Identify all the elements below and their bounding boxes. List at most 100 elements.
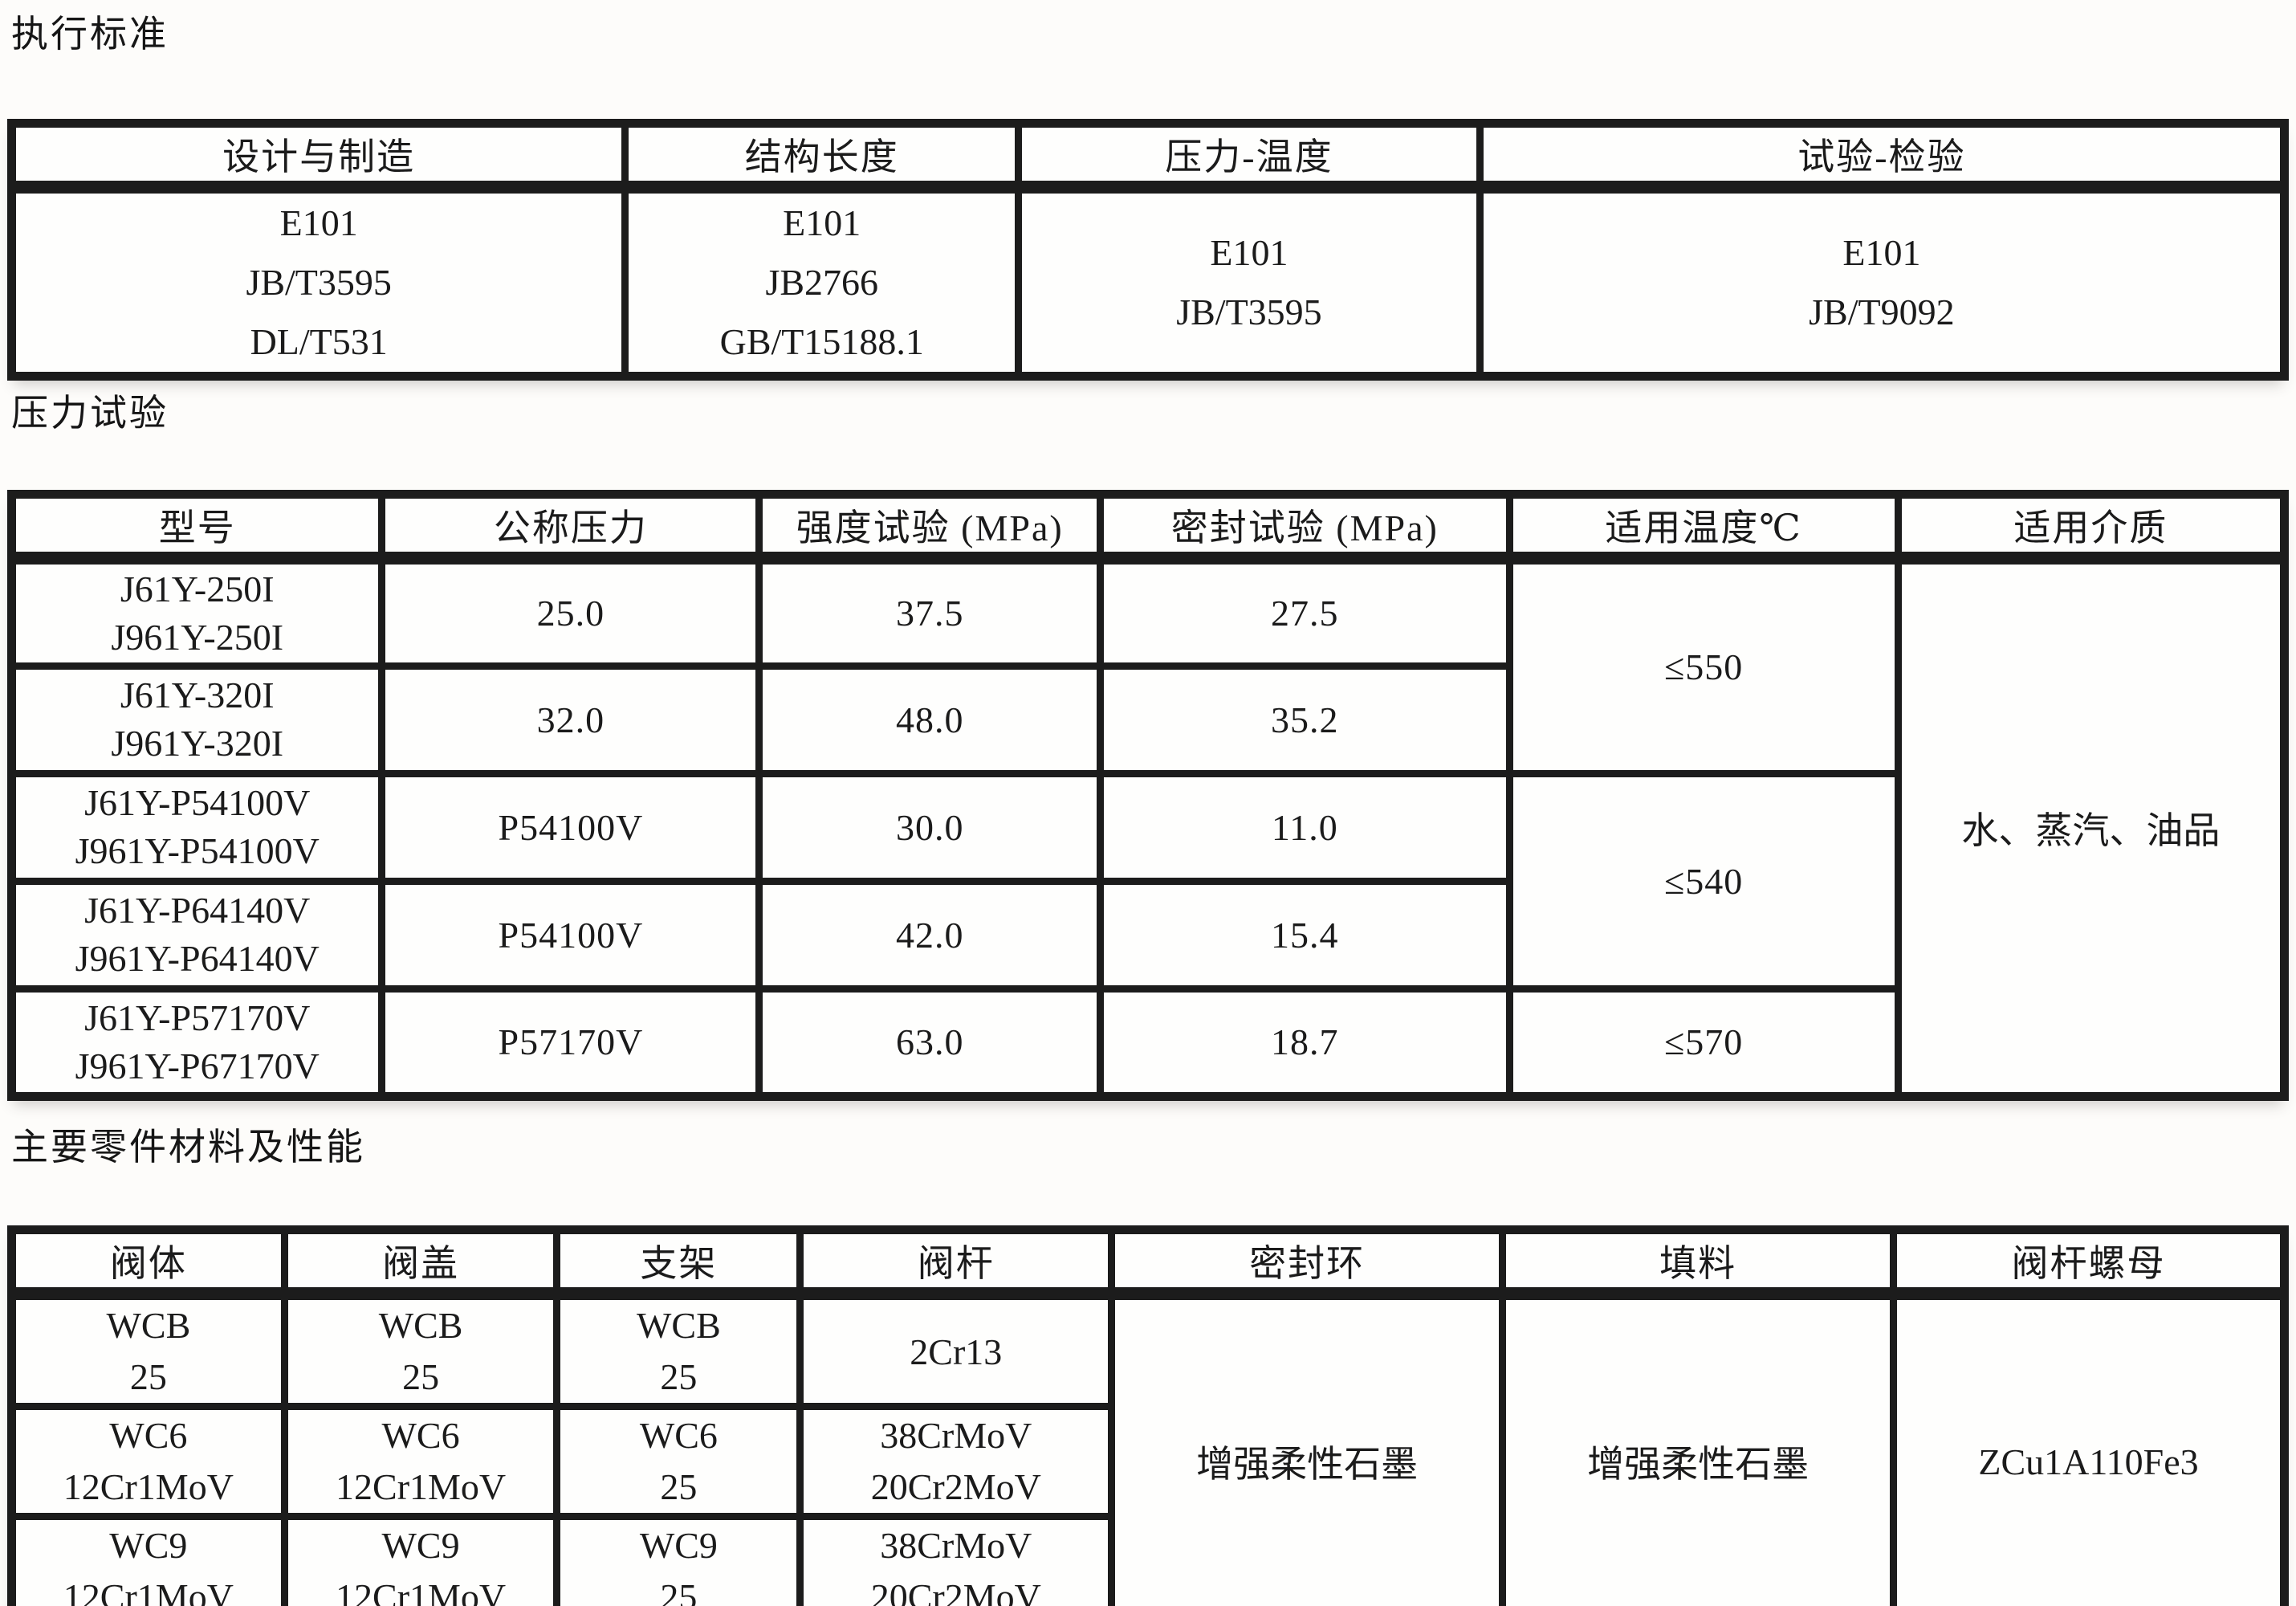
material-code: 38CrMoV bbox=[880, 1415, 1032, 1456]
model-code: J61Y-P64140V bbox=[84, 890, 311, 931]
header-applicable-temp: 适用温度℃ bbox=[1505, 491, 1902, 565]
standard-code: JB/T3595 bbox=[246, 262, 392, 303]
test-inspection-standards-cell: E101 JB/T9092 bbox=[1476, 183, 2289, 380]
header-structure-length: 结构长度 bbox=[621, 120, 1023, 194]
material-code: WCB bbox=[106, 1305, 191, 1346]
model-code: J961Y-320I bbox=[111, 723, 284, 764]
material-code: WCB bbox=[637, 1305, 721, 1346]
standard-code: DL/T531 bbox=[250, 321, 388, 362]
section-title-standards: 执行标准 bbox=[11, 14, 169, 55]
table-row: J61Y-250I J961Y-250I 25.0 37.5 27.5 ≤550… bbox=[7, 554, 2289, 1100]
stem-nut-cell: ZCu1A110Fe3 bbox=[1890, 1290, 2288, 1606]
header-applicable-medium: 适用介质 bbox=[1894, 491, 2289, 565]
bracket-cell: WC9 25 bbox=[553, 1513, 804, 1606]
model-code: J61Y-250I bbox=[120, 568, 275, 609]
temp-limit-cell: ≤540 bbox=[1505, 769, 1902, 993]
standard-code: JB2766 bbox=[765, 262, 879, 303]
pressure-header-row: 型号 公称压力 强度试验 (MPa) 密封试验 (MPa) 适用温度℃ 适用介质 bbox=[7, 491, 2289, 565]
nominal-pressure-cell: P54100V bbox=[378, 877, 763, 993]
bracket-cell: WC6 25 bbox=[553, 1403, 804, 1520]
medium-cell: 水、蒸汽、油品 bbox=[1894, 554, 2289, 1100]
model-cell: J61Y-250I J961Y-250I bbox=[7, 554, 386, 670]
seal-test-cell: 35.2 bbox=[1097, 662, 1513, 777]
length-standards-cell: E101 JB2766 GB/T15188.1 bbox=[621, 183, 1023, 380]
model-code: J961Y-P54100V bbox=[75, 830, 320, 871]
nominal-pressure-cell: 32.0 bbox=[378, 662, 763, 777]
header-bonnet: 阀盖 bbox=[280, 1226, 561, 1300]
material-code: WC6 bbox=[639, 1415, 718, 1456]
stem-cell: 2Cr13 bbox=[796, 1290, 1116, 1410]
material-code: WC6 bbox=[109, 1415, 188, 1456]
nominal-pressure-cell: 25.0 bbox=[378, 554, 763, 670]
pressure-temp-standards-cell: E101 JB/T3595 bbox=[1015, 183, 1484, 380]
bonnet-cell: WC9 12Cr1MoV bbox=[280, 1513, 561, 1606]
standard-code: E101 bbox=[279, 202, 358, 243]
valve-body-cell: WC6 12Cr1MoV bbox=[8, 1403, 288, 1520]
standards-body-row: E101 JB/T3595 DL/T531 E101 JB2766 GB/T15… bbox=[7, 183, 2289, 380]
table-row: WC6 12Cr1MoV WC6 12Cr1MoV WC6 25 38CrMoV… bbox=[8, 1403, 2285, 1520]
model-code: J961Y-P64140V bbox=[75, 938, 320, 979]
table-row: J61Y-P54100V J961Y-P54100V P54100V 30.0 … bbox=[7, 769, 2285, 993]
standards-header-row: 设计与制造 结构长度 压力-温度 试验-检验 bbox=[7, 120, 2289, 194]
header-stem: 阀杆 bbox=[796, 1226, 1116, 1300]
table-row: J61Y-P64140V J961Y-P64140V P54100V 42.0 … bbox=[7, 877, 2285, 993]
strength-test-cell: 48.0 bbox=[755, 662, 1105, 777]
header-model: 型号 bbox=[7, 491, 386, 565]
standard-code: GB/T15188.1 bbox=[719, 321, 924, 362]
header-stem-nut: 阀杆螺母 bbox=[1890, 1226, 2288, 1300]
header-seal-ring: 密封环 bbox=[1108, 1226, 1507, 1300]
material-code: WC9 bbox=[381, 1525, 460, 1566]
stem-cell: 38CrMoV 20Cr2MoV bbox=[796, 1513, 1116, 1606]
bonnet-cell: WC6 12Cr1MoV bbox=[280, 1403, 561, 1520]
model-cell: J61Y-P54100V J961Y-P54100V bbox=[7, 769, 386, 885]
standard-code: E101 bbox=[783, 202, 861, 243]
table-row: J61Y-P57170V J961Y-P67170V P57170V 63.0 … bbox=[7, 984, 2285, 1100]
model-code: J61Y-P54100V bbox=[84, 782, 311, 823]
model-cell: J61Y-P64140V J961Y-P64140V bbox=[7, 877, 386, 993]
standard-code: E101 bbox=[1842, 232, 1921, 273]
model-cell: J61Y-320I J961Y-320I bbox=[7, 662, 386, 777]
materials-header-row: 阀体 阀盖 支架 阀杆 密封环 填料 阀杆螺母 bbox=[8, 1226, 2288, 1300]
header-nominal-pressure: 公称压力 bbox=[378, 491, 763, 565]
nominal-pressure-cell: P57170V bbox=[378, 984, 763, 1100]
header-bracket: 支架 bbox=[553, 1226, 804, 1300]
material-code: WC6 bbox=[381, 1415, 460, 1456]
material-code: WCB bbox=[378, 1305, 463, 1346]
material-code: 25 bbox=[660, 1466, 698, 1507]
pressure-test-table: 型号 公称压力 强度试验 (MPa) 密封试验 (MPa) 适用温度℃ 适用介质… bbox=[7, 490, 2289, 1101]
table-row: WC9 12Cr1MoV WC9 12Cr1MoV WC9 25 38CrMoV… bbox=[8, 1513, 2285, 1606]
model-cell: J61Y-P57170V J961Y-P67170V bbox=[7, 984, 386, 1100]
bracket-cell: WCB 25 bbox=[553, 1290, 804, 1410]
table-row: WCB 25 WCB 25 WCB 25 2Cr13 增强柔性石墨 增强柔性石墨… bbox=[8, 1290, 2288, 1606]
material-code: WC9 bbox=[639, 1525, 718, 1566]
standard-code: E101 bbox=[1210, 232, 1288, 273]
material-code: 25 bbox=[660, 1576, 698, 1606]
table-row: J61Y-320I J961Y-320I 32.0 48.0 35.2 bbox=[7, 662, 2285, 777]
strength-test-cell: 37.5 bbox=[755, 554, 1105, 670]
packing-cell: 增强柔性石墨 bbox=[1499, 1290, 1898, 1606]
material-code: 25 bbox=[660, 1356, 698, 1397]
nominal-pressure-cell: P54100V bbox=[378, 769, 763, 885]
material-code: 38CrMoV bbox=[880, 1525, 1032, 1566]
materials-table: 阀体 阀盖 支架 阀杆 密封环 填料 阀杆螺母 WCB 25 WCB 25 bbox=[7, 1225, 2289, 1606]
material-code: 20Cr2MoV bbox=[870, 1466, 1041, 1507]
material-code: 12Cr1MoV bbox=[336, 1576, 507, 1606]
material-code: 25 bbox=[129, 1356, 167, 1397]
header-test-inspection: 试验-检验 bbox=[1476, 120, 2289, 194]
header-valve-body: 阀体 bbox=[8, 1226, 288, 1300]
material-code: 20Cr2MoV bbox=[870, 1576, 1041, 1606]
temp-limit-cell: ≤570 bbox=[1505, 984, 1902, 1100]
material-code: 12Cr1MoV bbox=[63, 1466, 234, 1507]
stem-cell: 38CrMoV 20Cr2MoV bbox=[796, 1403, 1116, 1520]
section-title-materials: 主要零件材料及性能 bbox=[11, 1127, 365, 1168]
bonnet-cell: WCB 25 bbox=[280, 1290, 561, 1410]
temp-limit-cell: ≤550 bbox=[1505, 554, 1902, 777]
header-seal-test: 密封试验 (MPa) bbox=[1097, 491, 1513, 565]
header-strength-test: 强度试验 (MPa) bbox=[755, 491, 1105, 565]
material-code: 25 bbox=[402, 1356, 440, 1397]
standards-table: 设计与制造 结构长度 压力-温度 试验-检验 E101 JB/T3595 DL/… bbox=[7, 119, 2289, 381]
model-code: J961Y-P67170V bbox=[75, 1045, 320, 1086]
seal-test-cell: 18.7 bbox=[1097, 984, 1513, 1100]
header-packing: 填料 bbox=[1499, 1226, 1898, 1300]
